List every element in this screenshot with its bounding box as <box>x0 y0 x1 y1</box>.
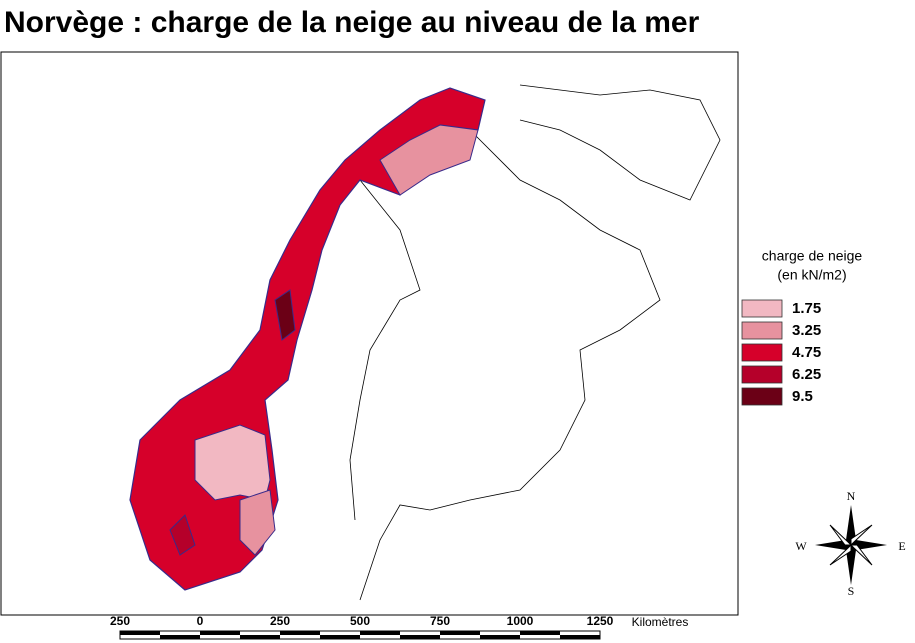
legend-swatch <box>741 321 783 340</box>
legend-swatch <box>741 299 783 318</box>
scale-segment <box>480 631 520 635</box>
scale-segment <box>480 635 520 639</box>
scale-segment <box>240 631 280 635</box>
compass-s: S <box>848 584 855 598</box>
legend-swatch <box>741 343 783 362</box>
light-zone <box>194 424 271 501</box>
scale-label: 1250 <box>587 614 614 628</box>
scale-segment <box>360 631 400 635</box>
compass-rose <box>815 505 887 585</box>
legend-label: 9.5 <box>792 388 813 405</box>
scale-segment <box>200 635 240 639</box>
neighbour-coastlines <box>349 84 721 601</box>
scale-segment <box>440 635 480 639</box>
scale-segment <box>560 631 600 635</box>
scale-segment <box>120 631 160 635</box>
scale-label: 500 <box>350 614 370 628</box>
high-zone <box>169 514 196 556</box>
scale-segment <box>440 631 480 635</box>
mid-zone <box>379 124 479 196</box>
legend-label: 4.75 <box>792 344 821 361</box>
compass-e: E <box>898 539 905 553</box>
scale-segment <box>160 631 200 635</box>
scale-outline <box>119 630 601 640</box>
scale-label: 750 <box>430 614 450 628</box>
mid-zone <box>239 489 276 556</box>
scale-segment <box>160 635 200 639</box>
scale-segment <box>240 635 280 639</box>
map-title: Norvège : charge de la neige au niveau d… <box>4 6 700 39</box>
legend-label: 1.75 <box>792 300 821 317</box>
compass-w: W <box>795 539 807 553</box>
scale-segment <box>520 635 560 639</box>
scale-label: 1000 <box>507 614 534 628</box>
legend-title: (en kN/m2) <box>777 267 846 283</box>
legend-swatch <box>741 365 783 384</box>
scale-segment <box>280 635 320 639</box>
compass-n: N <box>847 489 856 503</box>
high-zone <box>274 289 296 341</box>
scale-label: 250 <box>270 614 290 628</box>
scale-segment <box>320 631 360 635</box>
legend-swatch <box>741 387 783 406</box>
scale-unit: Kilomètres <box>632 615 689 629</box>
scale-segment <box>200 631 240 635</box>
legend-title: charge de neige <box>762 248 863 264</box>
scale-label: 0 <box>197 614 204 628</box>
scale-segment <box>560 635 600 639</box>
scale-segment <box>120 635 160 639</box>
scale-label: 250 <box>110 614 130 628</box>
scale-segment <box>280 631 320 635</box>
scale-segment <box>320 635 360 639</box>
scale-segment <box>520 631 560 635</box>
legend-label: 3.25 <box>792 322 821 339</box>
map-frame <box>0 51 739 616</box>
scale-segment <box>400 635 440 639</box>
legend-label: 6.25 <box>792 366 821 383</box>
scale-segment <box>360 635 400 639</box>
scale-segment <box>400 631 440 635</box>
